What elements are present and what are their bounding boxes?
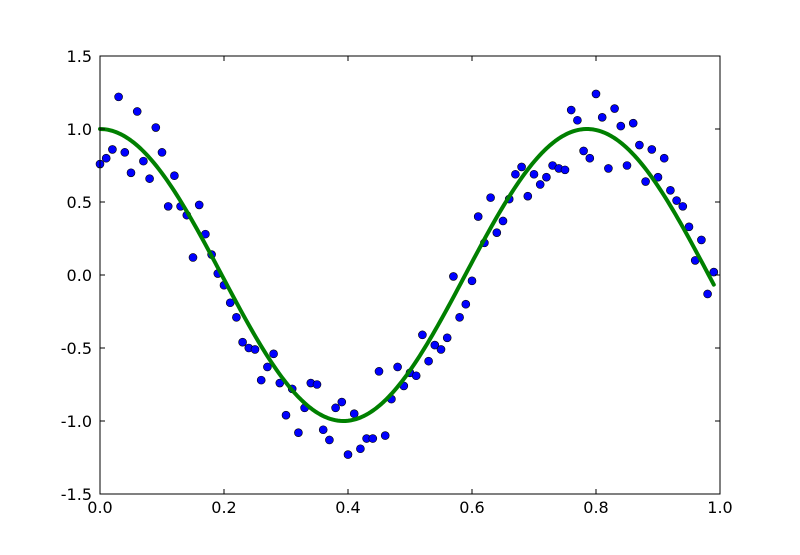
- data-point: [455, 313, 464, 322]
- data-point: [157, 148, 167, 157]
- data-point: [498, 216, 508, 226]
- y-tick-label: 1.5: [67, 47, 92, 66]
- y-tick-label: -1.5: [61, 485, 92, 504]
- data-point: [436, 345, 446, 354]
- data-point: [145, 174, 154, 183]
- data-point: [269, 349, 278, 359]
- data-point: [238, 337, 247, 347]
- data-point: [585, 153, 595, 163]
- data-point: [473, 212, 483, 221]
- data-point: [566, 105, 576, 115]
- data-point: [337, 397, 347, 407]
- data-point: [604, 164, 613, 173]
- data-point: [418, 330, 427, 340]
- x-tick-label: 1.0: [707, 498, 732, 517]
- data-point: [529, 169, 539, 179]
- data-point: [126, 168, 136, 178]
- data-point: [517, 162, 526, 172]
- data-point: [163, 202, 173, 211]
- data-point: [628, 118, 638, 128]
- ticks-layer: 0.0 0.2 0.4 0.6 0.8 1.0 1.5 1.0 0.5 0.0 -0.5 -1.0 -1…: [61, 47, 733, 517]
- x-tick-label: 0.2: [211, 498, 236, 517]
- data-point: [380, 431, 390, 440]
- y-tick-label: 0.0: [67, 266, 92, 285]
- x-tick-label: 0.8: [583, 498, 608, 517]
- data-point: [356, 444, 365, 454]
- series-line: [98, 127, 716, 423]
- x-tick-label: 0.6: [459, 498, 484, 517]
- data-point: [511, 169, 520, 179]
- data-point: [225, 298, 235, 308]
- data-point: [120, 148, 130, 157]
- data-point: [263, 362, 272, 372]
- data-point: [349, 409, 359, 419]
- data-layer: [95, 89, 719, 459]
- data-point: [535, 180, 545, 189]
- y-tick-label: 1.0: [67, 120, 92, 139]
- data-point: [424, 356, 433, 366]
- data-point: [703, 289, 712, 299]
- data-point: [492, 228, 502, 237]
- data-point: [442, 333, 452, 343]
- data-point: [312, 380, 322, 389]
- data-point: [108, 145, 117, 154]
- data-point: [294, 428, 303, 437]
- data-point: [368, 434, 378, 443]
- data-point: [430, 340, 440, 350]
- data-point: [672, 196, 681, 205]
- data-point: [139, 156, 148, 166]
- data-point: [449, 272, 458, 281]
- data-point: [573, 115, 582, 125]
- data-point: [188, 253, 198, 262]
- data-point: [467, 276, 477, 286]
- data-point: [542, 172, 551, 182]
- data-point: [641, 177, 650, 186]
- data-point: [256, 375, 266, 385]
- data-point: [331, 403, 340, 413]
- data-point: [523, 191, 533, 201]
- data-point: [393, 362, 402, 372]
- data-point: [579, 146, 588, 156]
- data-point: [343, 450, 353, 459]
- data-point: [281, 410, 291, 420]
- data-point: [232, 313, 241, 322]
- data-point: [486, 193, 495, 202]
- data-point: [610, 104, 619, 113]
- data-point: [374, 367, 384, 376]
- data-point: [709, 267, 719, 277]
- data-point: [132, 107, 142, 116]
- data-point: [684, 222, 694, 232]
- data-point: [616, 121, 626, 131]
- data-point: [622, 161, 632, 170]
- data-point: [697, 235, 706, 245]
- data-point: [666, 186, 675, 195]
- data-point: [411, 371, 421, 381]
- data-point: [597, 113, 607, 122]
- data-point: [114, 92, 123, 102]
- data-point: [101, 153, 111, 163]
- y-tick-label: -1.0: [61, 412, 92, 431]
- data-point: [325, 435, 334, 445]
- data-point: [461, 299, 471, 309]
- x-tick-label: 0.4: [335, 498, 360, 517]
- data-point: [151, 123, 161, 132]
- data-point: [678, 202, 688, 211]
- data-point: [250, 345, 260, 354]
- data-point: [635, 140, 644, 150]
- data-point: [659, 153, 669, 163]
- data-point: [170, 171, 179, 181]
- data-point: [647, 145, 657, 154]
- plot-frame: [99, 55, 721, 495]
- data-point: [560, 165, 570, 175]
- y-tick-label: 0.5: [67, 193, 92, 212]
- x-tick-label: 0.0: [87, 498, 112, 517]
- y-tick-label: -0.5: [61, 339, 92, 358]
- data-point: [318, 425, 328, 435]
- data-point: [591, 89, 601, 99]
- data-point: [194, 200, 204, 210]
- plot-background: [100, 56, 720, 494]
